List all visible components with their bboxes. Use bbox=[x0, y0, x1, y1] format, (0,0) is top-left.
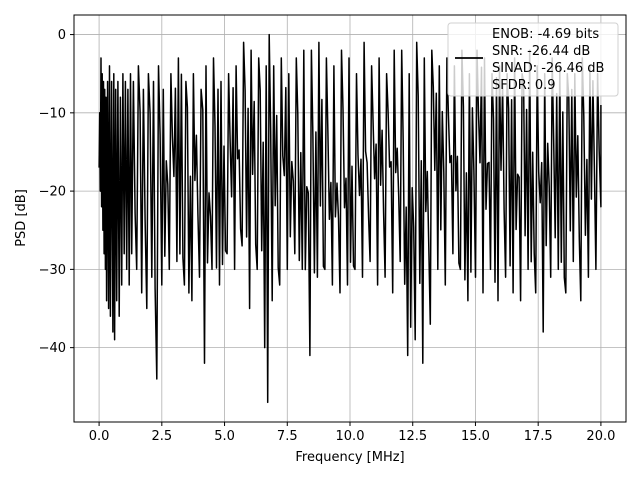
legend: ENOB: -4.69 bits SNR: -26.44 dB SINAD: -… bbox=[447, 22, 619, 97]
y-tick-label: −40 bbox=[39, 341, 66, 356]
x-tick-label: 5.0 bbox=[214, 429, 235, 444]
x-axis-ticks: 0.0 2.5 5.0 7.5 10.0 12.5 15.0 17.5 20.0 bbox=[89, 422, 615, 444]
y-axis-label: PSD [dB] bbox=[14, 189, 29, 247]
legend-box bbox=[447, 22, 619, 97]
x-tick-label: 17.5 bbox=[524, 429, 553, 444]
legend-entry-sfdr: SFDR: 0.9 bbox=[492, 78, 556, 93]
x-tick-label: 12.5 bbox=[398, 429, 427, 444]
x-tick-label: 15.0 bbox=[461, 429, 490, 444]
psd-series-line bbox=[98, 33, 602, 404]
legend-entry-enob: ENOB: -4.69 bits bbox=[492, 27, 599, 42]
y-axis-ticks: 0 −10 −20 −30 −40 bbox=[39, 28, 74, 356]
x-tick-label: 10.0 bbox=[336, 429, 365, 444]
x-tick-label: 20.0 bbox=[586, 429, 615, 444]
y-tick-label: 0 bbox=[58, 28, 66, 43]
x-axis-label: Frequency [MHz] bbox=[295, 450, 404, 465]
series-layer bbox=[98, 33, 602, 404]
y-tick-label: −10 bbox=[39, 106, 66, 121]
x-tick-label: 0.0 bbox=[89, 429, 110, 444]
y-tick-label: −20 bbox=[39, 185, 66, 200]
x-tick-label: 2.5 bbox=[151, 429, 172, 444]
legend-entry-snr: SNR: -26.44 dB bbox=[492, 44, 590, 59]
legend-entry-sinad: SINAD: -26.46 dB bbox=[492, 61, 604, 76]
y-tick-label: −30 bbox=[39, 263, 66, 278]
x-tick-label: 7.5 bbox=[277, 429, 298, 444]
